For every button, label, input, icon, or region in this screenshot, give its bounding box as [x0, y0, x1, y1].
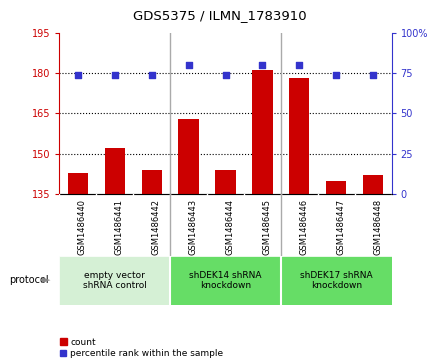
Text: protocol: protocol	[9, 276, 48, 285]
Bar	[326, 181, 346, 194]
Point	[370, 72, 377, 78]
Text: GSM1486441: GSM1486441	[115, 199, 124, 255]
Point	[111, 72, 118, 78]
Text: ►: ►	[42, 276, 51, 285]
Text: empty vector
shRNA control: empty vector shRNA control	[83, 271, 147, 290]
Point	[222, 72, 229, 78]
Bar	[215, 170, 236, 194]
Point	[296, 62, 303, 68]
Point	[185, 62, 192, 68]
Text: GSM1486440: GSM1486440	[78, 199, 87, 255]
Bar	[105, 148, 125, 194]
Bar	[363, 175, 383, 194]
Point	[74, 72, 81, 78]
Bar	[68, 173, 88, 194]
Text: GSM1486445: GSM1486445	[262, 199, 271, 255]
Bar	[289, 78, 309, 194]
Bar	[59, 256, 170, 305]
Legend: count, percentile rank within the sample: count, percentile rank within the sample	[59, 338, 224, 359]
Bar	[281, 256, 392, 305]
Text: GSM1486444: GSM1486444	[225, 199, 235, 255]
Text: GSM1486442: GSM1486442	[152, 199, 161, 255]
Point	[333, 72, 340, 78]
Point	[259, 62, 266, 68]
Bar	[252, 70, 272, 194]
Text: shDEK14 shRNA
knockdown: shDEK14 shRNA knockdown	[189, 271, 262, 290]
Bar	[142, 170, 162, 194]
Bar	[179, 119, 199, 194]
Bar	[170, 256, 281, 305]
Text: GSM1486446: GSM1486446	[299, 199, 308, 255]
Text: GSM1486448: GSM1486448	[373, 199, 382, 255]
Text: GSM1486447: GSM1486447	[336, 199, 345, 255]
Text: shDEK17 shRNA
knockdown: shDEK17 shRNA knockdown	[300, 271, 373, 290]
Text: GSM1486443: GSM1486443	[189, 199, 198, 255]
Point	[148, 72, 155, 78]
Text: GDS5375 / ILMN_1783910: GDS5375 / ILMN_1783910	[133, 9, 307, 22]
